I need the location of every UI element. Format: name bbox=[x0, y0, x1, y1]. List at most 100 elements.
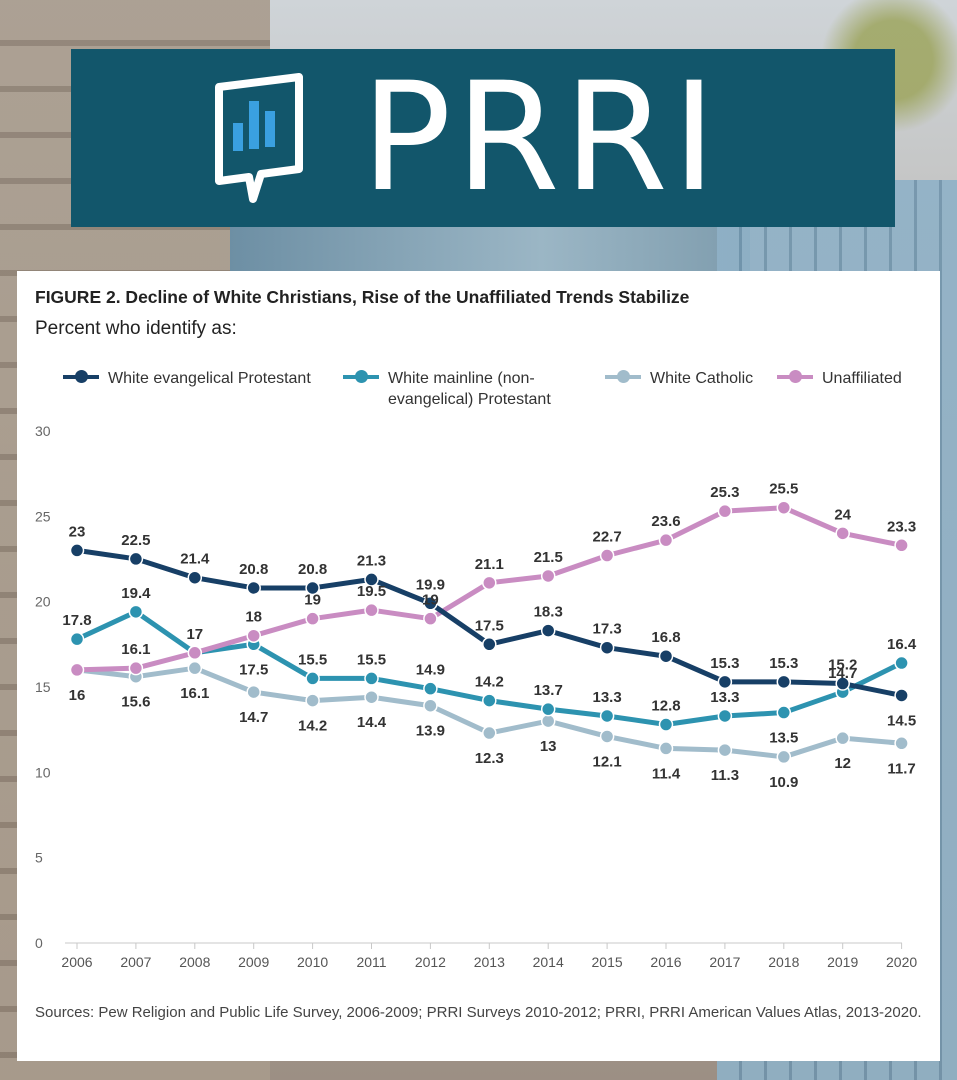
data-label-catholic: 12.1 bbox=[592, 753, 621, 770]
data-label-mainline: 16.4 bbox=[887, 636, 917, 653]
data-label-catholic: 11.3 bbox=[711, 767, 739, 784]
data-point-catholic bbox=[658, 741, 674, 756]
data-label-evangelical: 19.9 bbox=[416, 576, 445, 593]
x-tick-label: 2010 bbox=[297, 954, 328, 970]
data-point-catholic bbox=[835, 730, 850, 746]
figure-card: FIGURE 2. Decline of White Christians, R… bbox=[17, 271, 940, 1061]
data-label-unaffiliated: 21.5 bbox=[534, 549, 563, 566]
legend-swatch-evangelical bbox=[63, 370, 99, 383]
data-label-evangelical: 15.3 bbox=[710, 655, 739, 672]
data-label-unaffiliated: 25.5 bbox=[769, 481, 798, 498]
data-point-mainline bbox=[717, 708, 733, 724]
data-label-mainline: 13.3 bbox=[710, 689, 739, 706]
data-label-catholic: 14.7 bbox=[239, 709, 268, 726]
data-point-catholic bbox=[305, 693, 320, 708]
legend-label-evangelical: White evangelical Protestant bbox=[108, 370, 311, 387]
y-tick-label: 30 bbox=[35, 423, 51, 439]
data-point-evangelical bbox=[717, 674, 733, 690]
data-label-mainline: 12.8 bbox=[651, 698, 680, 715]
legend-label-mainline: White mainline (non- evangelical) Protes… bbox=[388, 368, 551, 410]
data-point-unaffiliated bbox=[423, 611, 438, 626]
y-tick-label: 0 bbox=[35, 935, 43, 951]
data-label-evangelical: 20.8 bbox=[298, 561, 327, 578]
data-point-unaffiliated bbox=[540, 568, 556, 584]
data-point-evangelical bbox=[246, 580, 261, 596]
data-point-mainline bbox=[599, 708, 615, 724]
data-label-catholic: 14.4 bbox=[357, 714, 387, 731]
y-tick-label: 5 bbox=[35, 850, 43, 866]
data-label-mainline: 19.4 bbox=[121, 585, 151, 602]
legend-swatch-catholic bbox=[605, 370, 641, 383]
data-label-unaffiliated: 18 bbox=[245, 609, 262, 626]
legend-swatch-unaffiliated bbox=[777, 370, 813, 383]
data-label-evangelical: 15.3 bbox=[769, 655, 798, 672]
data-label-catholic: 14.2 bbox=[298, 718, 327, 735]
data-point-unaffiliated bbox=[835, 526, 850, 541]
data-point-evangelical bbox=[894, 688, 909, 703]
bar-chart-speech-bubble-icon bbox=[215, 73, 303, 203]
figure-sources: Sources: Pew Religion and Public Life Su… bbox=[35, 1004, 922, 1021]
data-point-evangelical bbox=[305, 580, 320, 596]
data-label-unaffiliated: 16.1 bbox=[121, 641, 150, 658]
data-point-unaffiliated bbox=[128, 660, 144, 676]
x-tick-label: 2018 bbox=[768, 954, 799, 970]
data-label-mainline: 14.2 bbox=[475, 674, 504, 691]
data-point-evangelical bbox=[776, 674, 792, 690]
data-point-evangelical bbox=[835, 676, 850, 691]
legend-item-evangelical: White evangelical Protestant bbox=[63, 368, 311, 389]
x-tick-label: 2008 bbox=[179, 954, 210, 970]
y-tick-label: 10 bbox=[35, 764, 51, 780]
data-label-mainline: 14.9 bbox=[416, 662, 445, 679]
data-label-catholic: 16 bbox=[69, 687, 86, 704]
x-tick-label: 2007 bbox=[120, 954, 151, 970]
data-point-unaffiliated bbox=[717, 503, 733, 519]
data-point-unaffiliated bbox=[305, 611, 320, 626]
data-label-unaffiliated: 22.7 bbox=[592, 529, 621, 546]
data-point-mainline bbox=[423, 681, 438, 696]
data-point-unaffiliated bbox=[69, 662, 85, 678]
data-label-evangelical: 16.8 bbox=[651, 629, 680, 646]
data-label-catholic: 12.3 bbox=[475, 750, 504, 767]
data-point-catholic bbox=[423, 698, 438, 713]
x-tick-label: 2013 bbox=[474, 954, 505, 970]
data-label-unaffiliated: 24 bbox=[834, 506, 851, 523]
data-point-mainline bbox=[128, 604, 144, 620]
data-label-evangelical: 20.8 bbox=[239, 561, 268, 578]
x-tick-label: 2009 bbox=[238, 954, 269, 970]
data-point-mainline bbox=[305, 671, 320, 686]
y-tick-label: 25 bbox=[35, 508, 51, 524]
data-point-catholic bbox=[364, 689, 379, 705]
data-point-unaffiliated bbox=[246, 628, 261, 643]
line-chart: 0 5 10 15 20 25 30 2006 2007 2008 2009 2010 2011 2012… bbox=[35, 423, 917, 970]
data-point-evangelical bbox=[658, 648, 674, 664]
data-label-unaffiliated: 23.6 bbox=[651, 513, 680, 530]
data-label-evangelical: 21.4 bbox=[180, 551, 210, 568]
data-label-catholic: 13.9 bbox=[416, 723, 445, 740]
data-label-mainline: 17.5 bbox=[239, 661, 268, 678]
legend-item-mainline: White mainline (non- evangelical) Protes… bbox=[343, 368, 551, 410]
data-label-mainline: 13.7 bbox=[534, 682, 563, 699]
data-label-mainline: 13.3 bbox=[592, 689, 621, 706]
data-label-evangelical: 23 bbox=[69, 523, 86, 540]
data-label-catholic: 10.9 bbox=[769, 774, 798, 791]
data-label-mainline: 17 bbox=[186, 626, 203, 643]
data-point-mainline bbox=[658, 717, 674, 732]
prri-logo-text: PRRI bbox=[361, 51, 721, 225]
data-point-catholic bbox=[776, 749, 792, 765]
data-label-evangelical: 15.2 bbox=[828, 657, 857, 674]
y-tick-label: 15 bbox=[35, 679, 51, 695]
data-point-catholic bbox=[246, 684, 261, 700]
data-label-evangelical: 17.5 bbox=[475, 617, 504, 634]
data-point-mainline bbox=[364, 671, 379, 686]
legend-label-catholic: White Catholic bbox=[650, 370, 754, 387]
data-label-unaffiliated: 25.3 bbox=[710, 484, 739, 501]
data-label-catholic: 12 bbox=[834, 755, 851, 772]
data-point-evangelical bbox=[540, 623, 556, 638]
figure-subtitle: Percent who identify as: bbox=[35, 318, 237, 339]
y-tick-label: 20 bbox=[35, 594, 51, 610]
data-point-catholic bbox=[482, 725, 497, 741]
data-label-unaffiliated: 21.1 bbox=[475, 556, 504, 573]
legend-item-catholic: White Catholic bbox=[605, 368, 753, 389]
data-point-mainline bbox=[894, 655, 909, 671]
x-tick-label: 2019 bbox=[827, 954, 858, 970]
